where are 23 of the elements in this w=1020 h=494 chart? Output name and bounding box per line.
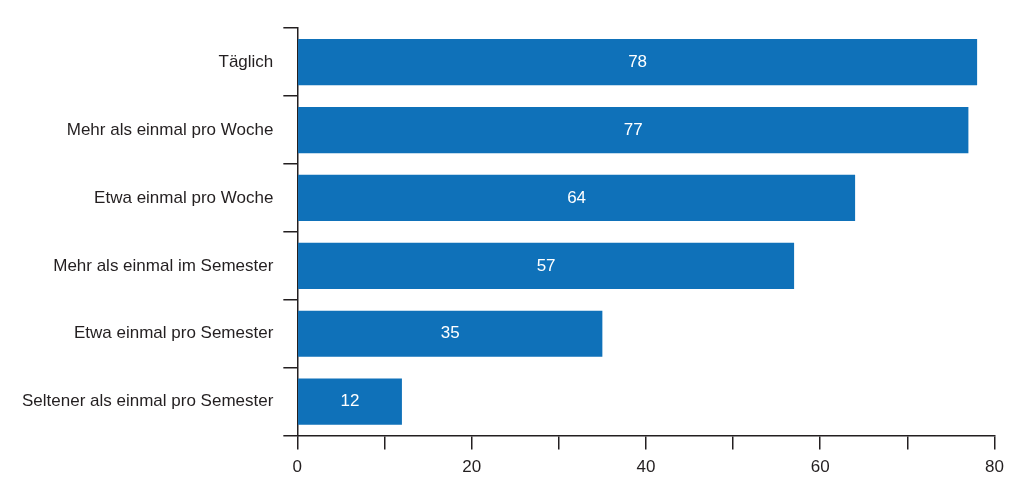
bar (298, 106, 969, 154)
y-tick-label: Etwa einmal pro Semester (73, 323, 274, 343)
data-label: 77 (623, 119, 643, 139)
bar (298, 242, 795, 289)
bar (298, 174, 856, 222)
y-tick-label: Seltener als einmal pro Semester (22, 391, 274, 411)
bar (298, 39, 978, 86)
x-tick-label: 40 (636, 457, 656, 477)
bar (298, 378, 402, 425)
x-tick-label: 80 (985, 457, 1005, 477)
y-tick-label: Mehr als einmal im Semester (53, 255, 274, 275)
y-tick-label: Täglich (218, 51, 274, 71)
data-label: 35 (440, 323, 460, 343)
data-label: 12 (340, 391, 360, 411)
y-tick-label: Mehr als einmal pro Woche (66, 119, 274, 139)
data-label: 78 (628, 51, 648, 71)
data-label: 64 (567, 187, 587, 207)
x-tick-label: 20 (462, 457, 482, 477)
y-tick-label: Etwa einmal pro Woche (94, 187, 274, 207)
data-label: 57 (536, 255, 556, 275)
x-tick-label: 0 (292, 457, 303, 477)
bar (298, 310, 603, 357)
x-tick-label: 60 (810, 457, 830, 477)
